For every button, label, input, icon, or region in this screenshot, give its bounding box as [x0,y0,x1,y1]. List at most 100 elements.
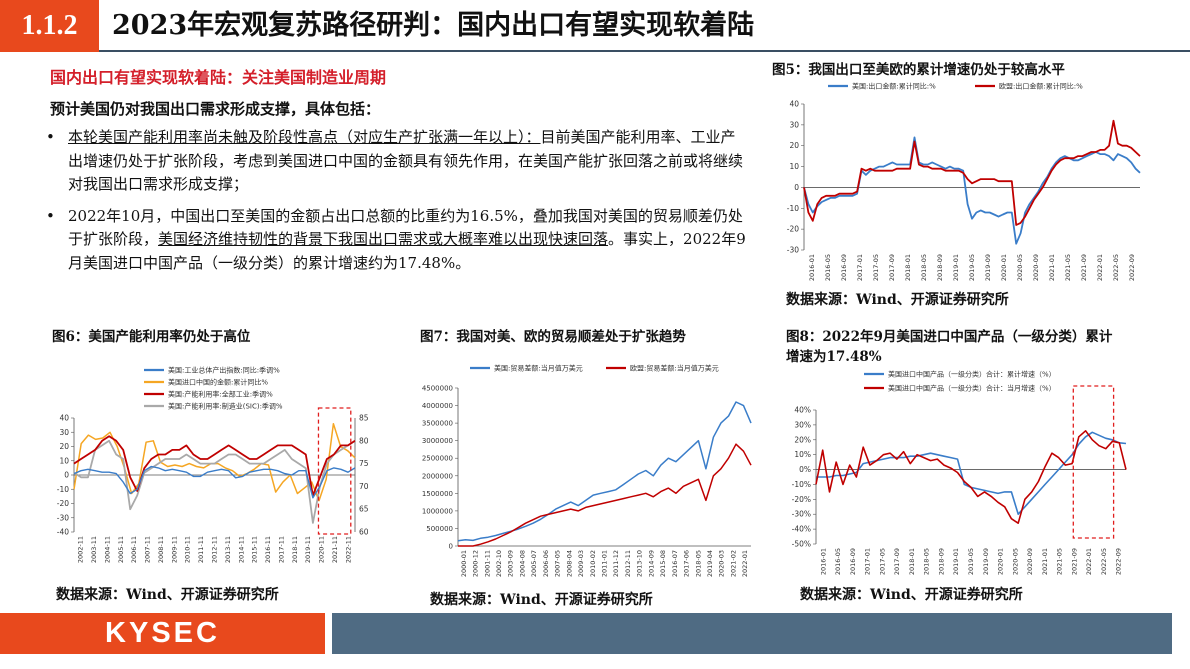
y-right-tick-label: 65 [359,505,369,514]
x-tick-label: 2011-01 [601,550,609,577]
y-tick-label: -30 [57,513,69,522]
y-tick-label: -10 [57,485,69,494]
lead-text: 预计美国仍对我国出口需求形成支撑，具体包括： [50,100,381,118]
x-tick-label: 2020-09 [1026,548,1034,575]
x-tick-label: 2019-09 [982,548,990,575]
x-tick-label: 2016-11 [264,536,272,563]
x-tick-label: 2012-11 [211,536,219,563]
bullet-item-1: • 本轮美国产能利用率尚未触及阶段性高点（对应生产扩张满一年以上）：目前美国产能… [46,126,746,197]
fig6-title: 图6：美国产能利用率仍处于高位 [52,329,251,345]
x-tick-label: 2022-05 [1100,548,1108,575]
y-tick-label: 20% [794,435,811,444]
x-tick-label: 2017-09 [893,548,901,575]
y-tick-label: -30 [787,246,799,255]
y-tick-label: 4500000 [422,385,453,393]
x-tick-label: 2021-05 [1056,548,1064,575]
x-tick-label: 2010-02 [589,550,597,577]
bullet-2-text-a: 2022年10月，中国出口至美国的金额占出口总额的比重约为16.5%，叠加我国对… [68,206,743,249]
y-tick-label: 30% [794,420,811,429]
x-tick-label: 2004-08 [518,550,526,577]
legend-label: 美国进口中国产品（一级分类）合计：当月增速（%） [888,384,1056,393]
y-tick-label: 40% [794,406,811,415]
fig5-title: 图5：我国出口至美欧的累计增速仍处于较高水平 [772,62,1065,78]
y-tick-label: 10% [794,450,811,459]
x-tick-label: 2017-01 [864,548,872,575]
x-tick-label: 2017-05 [872,254,880,281]
x-tick-label: 2018-05 [923,548,931,575]
x-tick-label: 2002-11 [77,536,85,563]
legend-label: 美国:贸易差额:当月值万美元 [494,364,583,373]
legend-label: 欧盟:出口金额:累计同比:% [999,82,1083,91]
x-tick-label: 2021-01 [1048,254,1056,281]
legend-label: 美国:产能利用率:制造业(SIC):季调% [168,402,283,411]
y-tick-label: 40 [59,414,69,423]
y-tick-label: 3500000 [422,420,453,428]
x-tick-label: 2015-08 [659,550,667,577]
y-tick-label: 30 [59,428,69,437]
y-tick-label: -40% [792,525,811,534]
x-tick-label: 2017-11 [277,536,285,563]
y-tick-label: -40 [57,528,69,537]
bullet-2-text-b: 。事实上，2022年9月美国进口中国产品（一级分类）的累计增速约为17.48%。 [68,230,746,272]
x-tick-label: 2022-01 [1096,254,1104,281]
x-tick-label: 2018-09 [936,254,944,281]
y-tick-label: 3000000 [422,437,453,445]
highlight-box [1072,385,1115,539]
y-tick-label: -10 [787,204,799,213]
x-tick-label: 2008-04 [565,550,573,577]
x-tick-label: 2005-11 [117,536,125,563]
bullet-dot: • [46,206,55,225]
x-tick-label: 2002-10 [495,550,503,577]
x-tick-label: 2021-09 [1070,548,1078,575]
x-tick-label: 2022-09 [1115,548,1123,575]
x-tick-label: 2006-11 [130,536,138,563]
y-tick-label: 0% [799,465,811,474]
x-tick-label: 2009-11 [170,536,178,563]
x-tick-label: 2000-01 [460,550,468,577]
chart-fig5: 美国:出口金额:累计同比:% 欧盟:出口金额:累计同比:% 40 30 20 10 0 -10… [787,82,1141,281]
y-tick-label: -10% [792,480,811,489]
legend-label: 美国:产能利用率:全部工业:季调% [168,390,273,399]
x-tick-label: 2009-03 [577,550,585,577]
y-right-tick-label: 85 [359,414,369,423]
x-tick-label: 2019-09 [984,254,992,281]
y-tick-label: 30 [789,120,799,129]
y-right-tick-label: 80 [359,436,369,445]
series-industrial-output [73,465,356,499]
x-tick-label: 2022-09 [1128,254,1136,281]
y-tick-label: 20 [789,141,799,150]
x-tick-label: 2012-11 [624,550,632,577]
x-tick-label: 2016-09 [849,548,857,575]
y-tick-label: 500000 [426,525,453,533]
legend-label: 美国进口中国的金额:累计同比% [168,378,268,387]
footer-bar [332,613,1172,654]
x-tick-label: 2018-05 [920,254,928,281]
x-tick-label: 2016-01 [819,548,827,575]
x-tick-label: 2019-04 [706,550,714,577]
x-tick-label: 2020-05 [1016,254,1024,281]
chart-fig6: 美国:工业总体产出指数:同比:季调% 美国进口中国的金额:累计同比% 美国:产能利用… [57,366,369,564]
bullet-2-underlined: 美国经济维持韧性的背景下我国出口需求或大概率难以出现快速回落 [158,230,609,248]
x-tick-label: 2007-11 [144,536,152,563]
series-cumulative-growth [816,431,1127,515]
highlight-box [317,407,352,535]
x-tick-label: 2016-05 [834,548,842,575]
x-tick-label: 2017-01 [856,254,864,281]
x-tick-label: 2020-09 [1032,254,1040,281]
series-total-capacity-util [73,435,356,497]
y-tick-label: 1500000 [422,490,453,498]
x-tick-label: 2007-05 [554,550,562,577]
x-tick-label: 2011-11 [197,536,205,563]
x-tick-label: 2014-09 [647,550,655,577]
y-tick-label: -50% [792,540,811,549]
x-tick-label: 2019-11 [304,536,312,563]
x-tick-label: 2016-01 [808,254,816,281]
x-tick-label: 2021-01 [1041,548,1049,575]
series-eu-trade-balance [458,443,752,547]
x-tick-label: 2020-05 [1011,548,1019,575]
x-tick-label: 2022-01 [1085,548,1093,575]
series-monthly-growth [815,430,1127,524]
x-tick-label: 2018-09 [937,548,945,575]
x-tick-label: 2017-06 [683,550,691,577]
bullet-list: • 本轮美国产能利用率尚未触及阶段性高点（对应生产扩张满一年以上）：目前美国产能… [46,126,746,283]
